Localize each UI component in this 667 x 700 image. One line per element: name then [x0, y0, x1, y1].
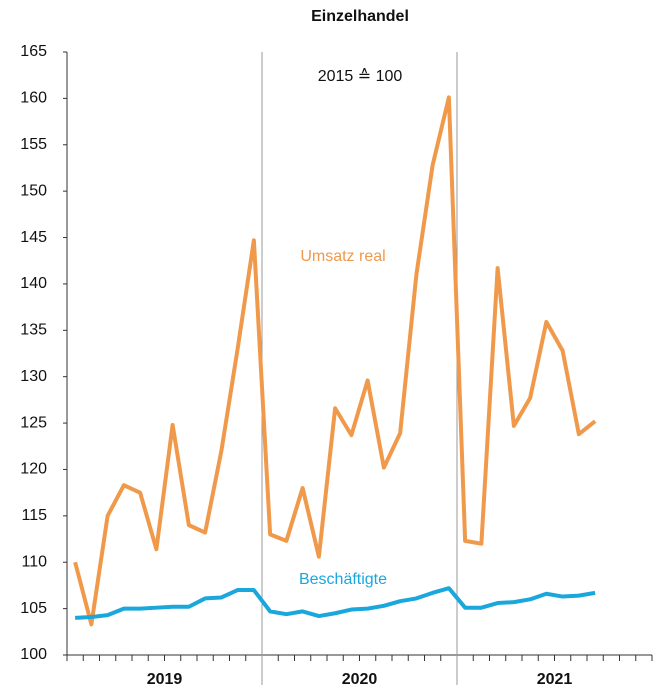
y-tick-label: 110 [21, 553, 47, 570]
y-tick-label: 100 [20, 646, 47, 663]
annotation: 2015 ≙ 100 [318, 68, 403, 85]
year-label: 2020 [342, 671, 378, 688]
chart-title: Einzelhandel [311, 8, 409, 25]
series-line [75, 586, 596, 620]
y-tick-label: 150 [20, 182, 47, 199]
y-tick-label: 120 [20, 461, 47, 478]
y-tick-label: 105 [20, 600, 47, 617]
series-line [73, 95, 597, 627]
year-label: 2021 [537, 671, 573, 688]
y-tick-label: 130 [20, 368, 47, 385]
y-tick-label: 125 [20, 414, 47, 431]
year-label: 2019 [147, 671, 183, 688]
series-label: Umsatz real [300, 248, 385, 265]
y-tick-label: 160 [20, 90, 47, 107]
y-tick-label: 155 [20, 136, 47, 153]
y-tick-label: 135 [20, 322, 47, 339]
y-tick-label: 115 [21, 507, 47, 524]
series-label: Beschäftigte [299, 571, 387, 588]
y-tick-label: 145 [20, 229, 47, 246]
y-tick-label: 165 [20, 43, 47, 60]
y-tick-label: 140 [20, 275, 47, 292]
